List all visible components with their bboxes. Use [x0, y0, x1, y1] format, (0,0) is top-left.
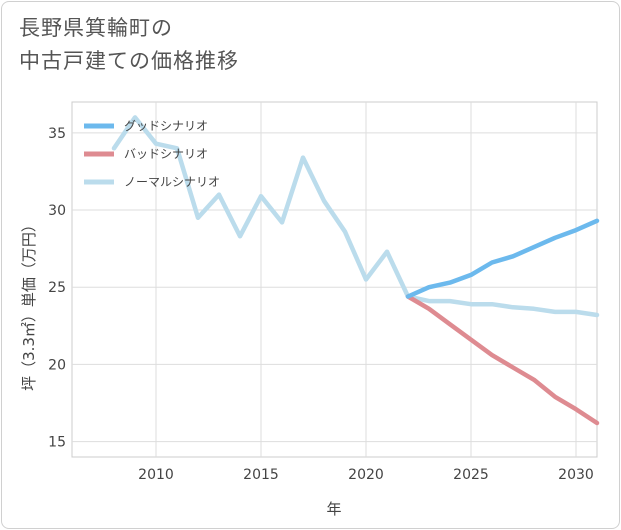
chart-title-line-2: 中古戸建ての価格推移	[19, 49, 239, 73]
x-axis-title: 年	[326, 500, 341, 518]
x-tick-label: 2010	[138, 467, 174, 483]
x-tick-label: 2015	[243, 467, 279, 483]
series-lines	[111, 115, 600, 426]
legend-label-0: グッドシナリオ	[124, 119, 208, 133]
x-tick-label: 2025	[453, 467, 489, 483]
chart-title-line-1: 長野県箕輪町の	[19, 16, 173, 40]
series-line-2	[111, 115, 600, 318]
legend-label-1: バッドシナリオ	[124, 147, 208, 161]
x-tick-label: 2020	[348, 467, 384, 483]
x-tick-label: 2030	[558, 467, 594, 483]
legend-label-2: ノーマルシナリオ	[124, 175, 220, 189]
chart-title: 長野県箕輪町の 中古戸建ての価格推移	[19, 12, 239, 78]
y-tick-label: 35	[48, 126, 66, 142]
y-tick-label: 15	[48, 435, 66, 451]
y-tick-label: 20	[48, 357, 66, 373]
series-line-1	[405, 294, 600, 426]
y-tick-label: 30	[48, 203, 66, 219]
series-line-0	[405, 218, 600, 299]
y-axis-title: 坪（3.3㎡）単価（万円）	[20, 217, 38, 391]
y-tick-label: 25	[48, 280, 66, 296]
plot-area	[71, 101, 598, 458]
